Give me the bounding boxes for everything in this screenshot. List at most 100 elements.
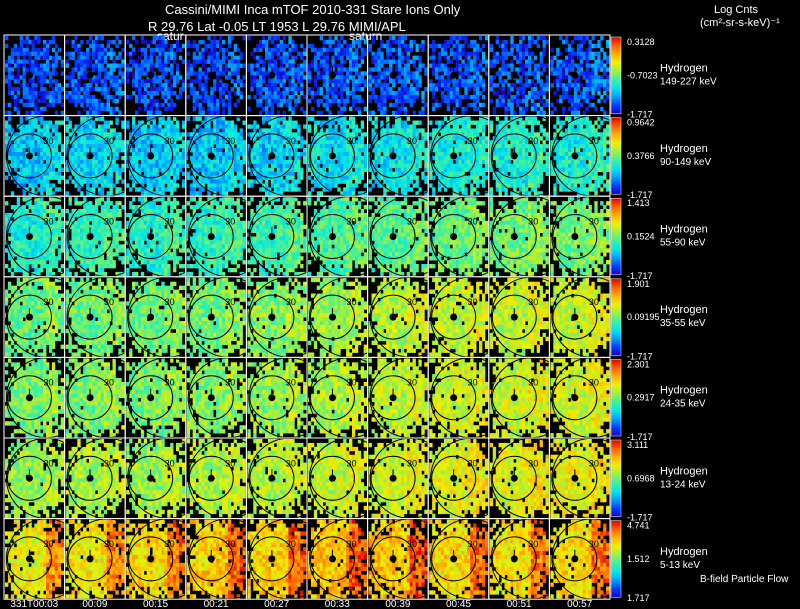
- heatmap-cell: [322, 155, 326, 161]
- heatmap-cell: [591, 55, 595, 60]
- heatmap-cell: [259, 55, 263, 60]
- heatmap-cell: [495, 102, 499, 108]
- heatmap-cell: [276, 55, 281, 60]
- heatmap-cell: [195, 43, 199, 49]
- heatmap-cell: [170, 144, 174, 149]
- heatmap-cell: [253, 159, 257, 165]
- heatmap-cell: [464, 106, 468, 112]
- heatmap-cell: [233, 179, 238, 184]
- heatmap-cell: [392, 79, 396, 84]
- heatmap-cell: [164, 159, 168, 165]
- heatmap-cell: [397, 179, 402, 184]
- heatmap-cell: [310, 47, 315, 53]
- heatmap-cell: [262, 106, 266, 112]
- heatmap-cell: [176, 39, 180, 45]
- heatmap-cell: [334, 91, 338, 96]
- heatmap-cell: [230, 175, 235, 180]
- heatmap-cell: [464, 83, 468, 88]
- heatmap-cell: [54, 175, 59, 180]
- heatmap-cell: [533, 87, 538, 92]
- heatmap-cell: [322, 163, 326, 169]
- heatmap-cell: [319, 124, 324, 129]
- heatmap-cell: [230, 55, 235, 60]
- heatmap-cell: [54, 51, 59, 57]
- heatmap-cell: [86, 187, 90, 192]
- heatmap-cell: [176, 94, 180, 100]
- heatmap-cell: [476, 144, 480, 149]
- heatmap-cell: [455, 124, 459, 129]
- heatmap-cell: [132, 155, 136, 161]
- heatmap-cell: [394, 151, 399, 157]
- heatmap-panel: [429, 116, 489, 196]
- heatmap-cell: [354, 63, 359, 68]
- heatmap-panel: [429, 36, 489, 115]
- heatmap-cell: [40, 79, 44, 84]
- heatmap-cell: [458, 94, 462, 100]
- heatmap-cell: [458, 128, 462, 133]
- heatmap-cell: [68, 155, 72, 161]
- heatmap-cell: [219, 144, 223, 149]
- heatmap-cell: [176, 128, 180, 133]
- heatmap-cell: [170, 47, 174, 53]
- heatmap-cell: [276, 102, 281, 108]
- heatmap-cell: [60, 63, 64, 68]
- heatmap-cell: [270, 183, 275, 188]
- ring-label: 30: [225, 136, 235, 146]
- heatmap-cell: [221, 98, 226, 104]
- heatmap-cell: [524, 71, 529, 76]
- heatmap-cell: [357, 55, 362, 60]
- heatmap-cell: [54, 55, 59, 60]
- heatmap-cell: [198, 179, 202, 184]
- heatmap-cell: [186, 171, 191, 176]
- heatmap-cell: [432, 94, 436, 100]
- heatmap-cell: [10, 67, 15, 72]
- colorbar-max-label: 0.3128: [627, 37, 655, 47]
- heatmap-cell: [392, 171, 396, 176]
- heatmap-cell: [137, 83, 142, 88]
- heatmap-cell: [340, 98, 344, 104]
- heatmap-cell: [406, 67, 411, 72]
- heatmap-cell: [201, 59, 205, 64]
- heatmap-cell: [264, 136, 269, 141]
- heatmap-cell: [201, 144, 205, 149]
- heatmap-cell: [201, 63, 205, 68]
- heatmap-cell: [316, 144, 321, 149]
- heatmap-cell: [440, 98, 445, 104]
- heatmap-cell: [273, 159, 278, 165]
- heatmap-cell: [340, 155, 344, 161]
- heatmap-cell: [507, 87, 511, 92]
- heatmap-cell: [16, 124, 21, 129]
- heatmap-cell: [51, 102, 56, 108]
- heatmap-cell: [516, 98, 520, 104]
- heatmap-cell: [155, 63, 159, 68]
- heatmap-cell: [137, 120, 142, 125]
- heatmap-cell: [351, 171, 356, 176]
- heatmap-cell: [394, 155, 399, 161]
- heatmap-cell: [415, 179, 419, 184]
- heatmap-cell: [207, 171, 211, 176]
- heatmap-cell: [303, 140, 307, 145]
- heatmap-cell: [316, 140, 321, 145]
- heatmap-cell: [285, 98, 289, 104]
- heatmap-cell: [167, 183, 171, 188]
- heatmap-cell: [10, 87, 15, 92]
- heatmap-cell: [267, 128, 272, 133]
- heatmap-cell: [233, 43, 238, 49]
- heatmap-cell: [357, 191, 362, 196]
- heatmap-cell: [259, 167, 263, 173]
- heatmap-cell: [204, 144, 208, 149]
- heatmap-cell: [100, 63, 105, 68]
- heatmap-cell: [262, 79, 266, 84]
- heatmap-cell: [219, 71, 223, 76]
- heatmap-cell: [340, 91, 344, 96]
- heatmap-cell: [282, 87, 286, 92]
- heatmap-cell: [346, 191, 350, 196]
- heatmap-cell: [542, 47, 546, 53]
- heatmap-cell: [51, 124, 56, 129]
- heatmap-cell: [429, 144, 433, 149]
- heatmap-cell: [176, 155, 180, 161]
- heatmap-cell: [46, 55, 50, 60]
- heatmap-cell: [374, 59, 378, 64]
- heatmap-cell: [43, 187, 47, 192]
- heatmap-cell: [567, 83, 572, 88]
